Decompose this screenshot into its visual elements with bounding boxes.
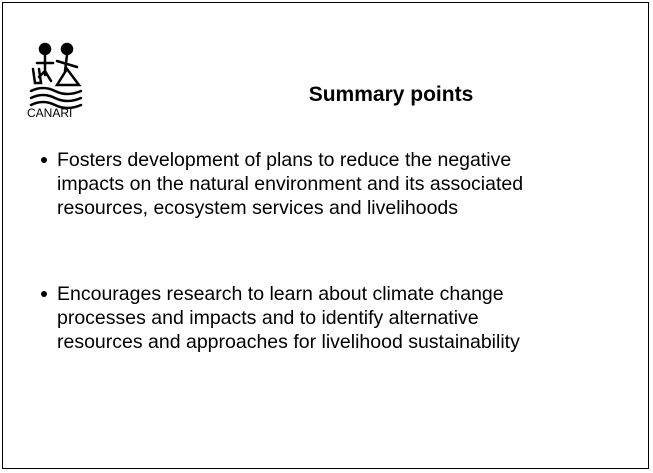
logo-icon [29, 42, 83, 110]
slide: CANARI Summary points Fosters developmen… [2, 2, 649, 469]
bullet-item: Fosters development of plans to reduce t… [37, 148, 537, 220]
logo-text: CANARI [27, 106, 73, 120]
bullet-list: Fosters development of plans to reduce t… [37, 148, 537, 354]
bullet-text: Fosters development of plans to reduce t… [57, 149, 524, 219]
bullet-dot [41, 157, 47, 163]
bullet-dot [41, 291, 47, 297]
bullet-text: Encourages research to learn about clima… [57, 283, 520, 353]
bullet-item: Encourages research to learn about clima… [37, 282, 537, 354]
slide-title: Summary points [308, 83, 474, 106]
